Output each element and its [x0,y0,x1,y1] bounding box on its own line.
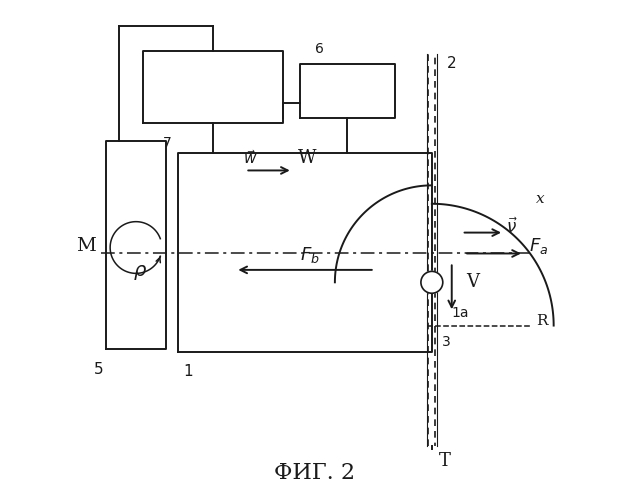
Text: R: R [536,314,547,328]
Circle shape [421,272,443,293]
Text: M: M [76,237,96,255]
Text: W: W [297,149,316,167]
Text: $F_b$: $F_b$ [300,245,320,265]
Text: T: T [439,452,451,470]
Text: 7: 7 [163,136,172,150]
Text: 1a: 1a [452,306,469,320]
Text: $\vec{\nu}$: $\vec{\nu}$ [507,218,518,238]
Text: $\vec{w}$: $\vec{w}$ [243,149,258,167]
Text: $\rho$: $\rho$ [133,263,147,282]
Text: V: V [467,274,479,291]
Text: 5: 5 [94,362,103,377]
Text: x: x [536,192,545,206]
Text: ФИГ. 2: ФИГ. 2 [275,462,355,483]
Text: 3: 3 [442,335,450,349]
Text: 2: 2 [447,56,456,71]
Text: 1: 1 [183,364,193,380]
Text: $F_a$: $F_a$ [529,236,548,256]
Text: 6: 6 [315,42,324,56]
